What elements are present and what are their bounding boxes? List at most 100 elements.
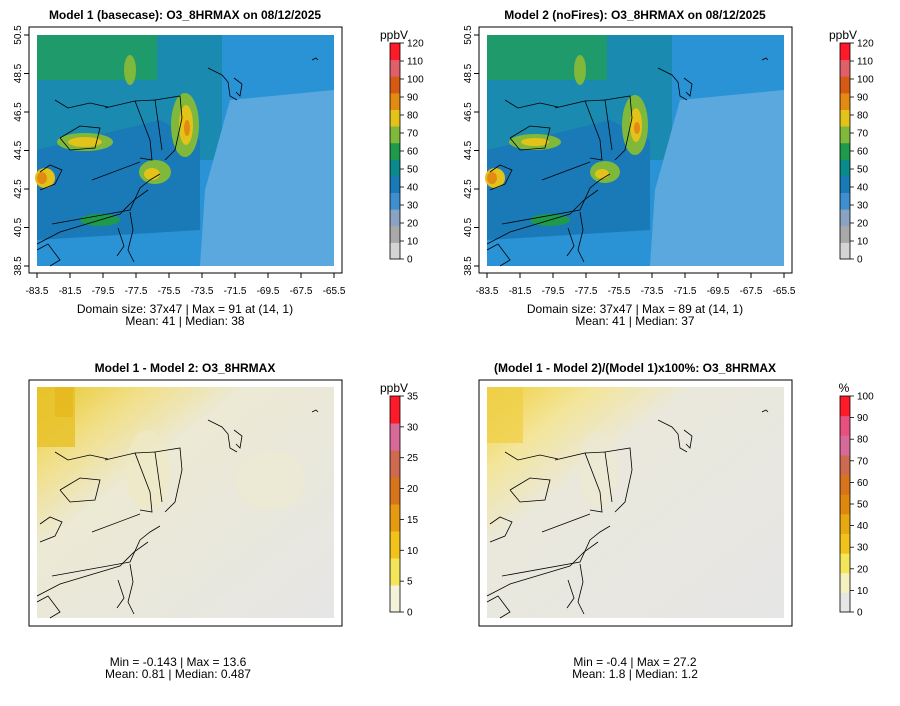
x-tick-label: -83.5 [476,286,499,297]
colorbar-tick-label: 100 [857,75,874,86]
colorbar-segment [840,43,850,61]
colorbar-tick-label: 110 [857,57,873,68]
colorbar-segment [840,209,850,227]
colorbar-segment [390,126,400,144]
y-tick-label: 46.5 [463,102,474,122]
stats-line-1: Domain size: 37x47 | Max = 91 at (14, 1) [77,302,293,316]
colorbar-tick-label: 70 [407,129,419,140]
x-tick-label: -73.5 [191,286,214,297]
colorbar-frame [389,395,401,613]
colorbar-segment [390,209,400,227]
y-tick-label: 40.5 [463,217,474,237]
colorbar-segment [840,415,850,436]
colorbar-tick-label: 100 [857,392,874,403]
colorbar-tick-label: 50 [407,165,419,176]
colorbar-segment [840,92,850,110]
colorbar-segment [390,396,400,424]
stats-line-1: Domain size: 37x47 | Max = 89 at (14, 1) [527,302,743,316]
colorbar-tick-label: 5 [407,577,413,588]
colorbar-unit: ppbV [380,381,408,395]
x-tick-label: -67.5 [740,286,763,297]
y-tick-label: 50.5 [13,25,24,45]
colorbar-tick-label: 15 [407,515,419,526]
colorbar-tick-label: 80 [407,111,419,122]
map-field [485,35,784,266]
colorbar-tick-label: 25 [407,453,419,464]
colorbar-tick-label: 30 [407,201,419,212]
colorbar-segment [390,477,400,505]
colorbar-segment [840,59,850,77]
map-field [487,387,784,618]
colorbar-segment [390,558,400,586]
x-axis: -83.5 -81.5 -79.5 -77.5 -75.5 -73.5 -71.5 -69.5… [476,272,796,297]
colorbar-tick-label: 0 [857,255,863,266]
panel-title: (Model 1 - Model 2)/(Model 1)x100%: O3_8… [494,361,776,375]
colorbar-segment [840,109,850,127]
panel-title: Model 2 (noFires): O3_8HRMAX on 08/12/20… [504,8,766,22]
x-tick-label: -81.5 [509,286,532,297]
colorbar-segment [390,92,400,110]
panel-title: Model 1 (basecase): O3_8HRMAX on 08/12/2… [49,8,321,22]
stats-line-2: Mean: 0.81 | Median: 0.487 [105,667,251,681]
map-field [35,35,334,266]
colorbar-tick-label: 40 [857,183,869,194]
x-tick-label: -83.5 [26,286,49,297]
colorbar-segment [390,192,400,210]
stats-line-2: Mean: 1.8 | Median: 1.2 [572,667,698,681]
y-tick-label: 48.5 [13,63,24,83]
colorbar-tick-label: 90 [857,93,869,104]
stats-line-1: Min = -0.143 | Max = 13.6 [110,655,247,669]
state-borders [36,57,319,267]
colorbar-tick-label: 70 [857,129,869,140]
colorbar-segment [390,585,400,613]
colorbar-segment [840,396,850,417]
state-borders [486,409,769,619]
colorbar-tick-label: 0 [857,608,863,619]
panel-percent-difference: (Model 1 - Model 2)/(Model 1)x100%: O3_8… [478,361,874,681]
panel-model1: Model 1 (basecase): O3_8HRMAX on 08/12/2… [13,8,424,328]
colorbar-segment [390,423,400,451]
colorbar-segment [840,513,850,534]
colorbar-segment [840,494,850,515]
colorbar-tick-label: 110 [407,57,423,68]
plot-frame [28,379,343,627]
colorbar-tick-label: 30 [857,201,869,212]
colorbar-tick-label: 10 [407,546,419,557]
colorbar-segment [840,435,850,456]
colorbar-segment [840,159,850,177]
x-tick-label: -67.5 [290,286,313,297]
colorbar-tick-label: 0 [407,255,413,266]
colorbar-tick-label: 20 [407,484,419,495]
colorbar-tick-label: 10 [857,586,869,597]
x-tick-label: -77.5 [125,286,148,297]
colorbar-segment [840,242,850,260]
colorbar-segment [840,454,850,476]
colorbar-segment [840,533,850,554]
colorbar-segment [390,76,400,94]
colorbar-segment [390,450,400,478]
colorbar-segment [840,592,850,613]
colorbar-tick-label: 100 [407,75,424,86]
colorbar-segment [390,142,400,160]
colorbar-tick-label: 120 [857,39,874,50]
colorbar-tick-label: 60 [407,147,419,158]
colorbar-unit: ppbV [380,28,408,42]
colorbar-unit: ppbV [829,28,857,42]
y-axis: 38.5 40.5 42.5 44.5 46.5 48.5 50.5 [13,25,30,276]
x-tick-label: -65.5 [773,286,796,297]
colorbar-tick-label: 10 [857,237,869,248]
colorbar-segment [840,126,850,144]
plot-frame [478,379,793,627]
x-tick-label: -79.5 [92,286,115,297]
y-tick-label: 40.5 [13,217,24,237]
colorbar-tick-label: 90 [857,413,869,424]
colorbar-tick-label: 20 [857,219,869,230]
colorbar-tick-label: 40 [407,183,419,194]
x-tick-label: -73.5 [641,286,664,297]
colorbar-segment [840,553,850,574]
stats-line-2: Mean: 41 | Median: 38 [125,314,245,328]
x-tick-label: -79.5 [542,286,565,297]
